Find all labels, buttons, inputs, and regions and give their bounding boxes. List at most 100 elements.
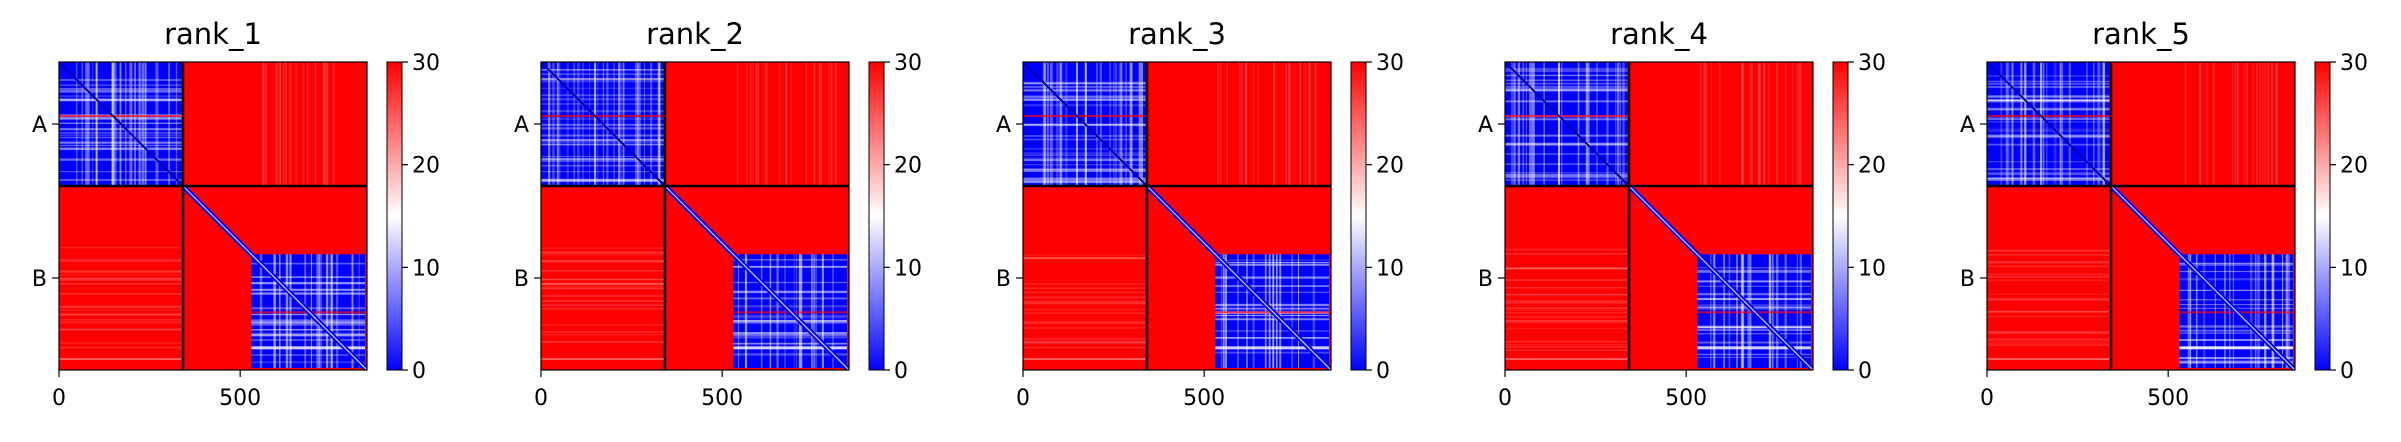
cell-faint-col	[2275, 62, 2277, 186]
cell-streak-col	[1522, 62, 1525, 186]
cell-faint-row	[1505, 316, 1629, 318]
cell-streak-row	[251, 320, 365, 324]
cell-streak-row	[2179, 299, 2293, 301]
cell-streak-col	[1058, 62, 1061, 186]
cell-streak-row	[1023, 135, 1147, 137]
cell-faint-col	[745, 62, 748, 186]
cell-streak-col	[1050, 62, 1054, 186]
cell-streak-row	[1505, 134, 1629, 137]
cell-streak-col	[1747, 254, 1750, 368]
cell-streak-col	[1513, 62, 1516, 186]
cell-streak-col	[1049, 62, 1052, 186]
colorbar-frame	[868, 61, 885, 371]
cell-diagonal-B-core	[2110, 185, 2295, 370]
cell-streak-col	[1298, 254, 1300, 368]
cell-streak-col	[795, 254, 798, 368]
cell-streak-row	[59, 134, 183, 137]
cell-streak-col	[1264, 254, 1267, 368]
cell-streak-col	[1728, 254, 1731, 368]
cell-faint-row	[59, 309, 183, 311]
cell-streak-col	[2195, 254, 2198, 368]
cell-streak-row	[1023, 89, 1147, 92]
cell-faint-col	[1718, 62, 1721, 186]
cell-streak-col	[2224, 254, 2226, 368]
cell-streak-col	[813, 254, 816, 368]
cell-faint-row	[1505, 341, 1629, 343]
cell-faint-row	[1023, 300, 1147, 303]
cell-faint-row	[541, 300, 665, 302]
cell-streak-col	[2102, 62, 2105, 186]
cell-streak-row	[59, 118, 183, 121]
cell-faint-col	[2267, 62, 2269, 186]
cell-faint-col	[749, 62, 752, 186]
cell-faint-col	[282, 62, 285, 186]
cell-faint-row	[541, 287, 665, 290]
colorbar-tick-label: 0	[1376, 359, 1390, 384]
cell-streak-row	[1987, 117, 2111, 120]
cell-streak-col	[1059, 62, 1063, 186]
cell-line-AA	[59, 115, 183, 117]
cell-streak-col	[2086, 62, 2088, 186]
cell-streak-col	[815, 254, 817, 368]
cell-streak-row	[1023, 177, 1147, 180]
cell-streak-row	[1697, 325, 1811, 329]
cell-streak-row	[1987, 143, 2111, 146]
cell-streak-row	[733, 258, 847, 261]
cell-streak-col	[285, 254, 289, 368]
y-tick-label: A	[32, 113, 47, 138]
cell-faint-row	[59, 305, 183, 307]
x-tick-label: 0	[534, 386, 548, 411]
cell-streak-row	[2179, 278, 2293, 281]
cell-faint-col	[1710, 62, 1713, 186]
cell-streak-col	[637, 62, 639, 186]
cell-streak-col	[1246, 254, 1248, 368]
cell-faint-row	[1023, 327, 1147, 329]
cell-faint-col	[813, 62, 816, 186]
cell-streak-row	[1697, 267, 1811, 269]
cell-streak-col	[1056, 62, 1058, 186]
cell-streak-col	[1222, 254, 1225, 368]
cell-streak-row	[1987, 135, 2111, 139]
cell-streak-row	[251, 339, 365, 341]
cell-streak-col	[2060, 62, 2064, 186]
cell-streak-col	[622, 62, 625, 186]
cell-streak-row	[733, 316, 847, 319]
cell-streak-row	[59, 84, 183, 86]
cell-streak-col	[578, 62, 580, 186]
cell-streak-col	[1042, 62, 1046, 186]
cell-faint-col	[1314, 62, 1316, 186]
cell-faint-row	[541, 283, 665, 285]
cell-faint-row	[1987, 331, 2111, 333]
cell-faint-row	[1505, 253, 1629, 255]
cell-streak-row	[1215, 291, 1329, 294]
cell-faint-row	[1987, 299, 2111, 301]
cell-streak-col	[75, 62, 78, 186]
cell-line-BB-2	[2179, 346, 2293, 350]
cell-streak-col	[1237, 254, 1239, 368]
cell-faint-row	[1023, 291, 1147, 294]
cell-streak-col	[2055, 62, 2057, 186]
cell-streak-col	[2024, 62, 2026, 186]
cell-streak-row	[1987, 80, 2111, 82]
colorbar-tick-label: 30	[894, 51, 922, 76]
cell-faint-col	[2237, 62, 2239, 186]
cell-faint-col	[323, 62, 325, 186]
cell-streak-row	[1697, 280, 1811, 283]
cell-streak-col	[1531, 62, 1535, 186]
cell-faint-col	[752, 62, 754, 186]
cell-streak-col	[832, 254, 834, 368]
cell-streak-col	[2011, 62, 2014, 186]
cell-streak-col	[1619, 62, 1621, 186]
cell-streak-row	[2179, 332, 2293, 334]
cell-streak-row	[2179, 304, 2293, 306]
colorbar-tick-label: 20	[1376, 154, 1404, 179]
cell-streak-row	[1505, 87, 1629, 89]
cell-faint-col	[2206, 62, 2208, 186]
cell-streak-col	[1529, 62, 1531, 186]
cell-streak-row	[1987, 130, 2111, 132]
cell-diagonal-A	[1987, 62, 2112, 187]
cell-faint-col	[835, 62, 837, 186]
cell-streak-col	[1531, 62, 1533, 186]
cell-streak-col	[331, 254, 333, 368]
cell-streak-col	[650, 62, 653, 186]
